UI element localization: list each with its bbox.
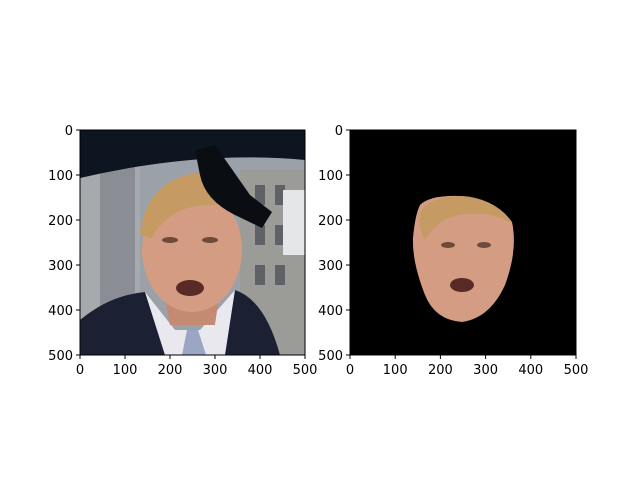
- left-xtick-label: 0: [76, 363, 84, 378]
- left-image: [80, 130, 305, 355]
- left-xtick-label: 100: [113, 363, 138, 378]
- left-ytick-label: 100: [48, 169, 73, 184]
- left-ytick-label: 500: [48, 349, 73, 364]
- right-ytick-label: 100: [318, 169, 343, 184]
- left-ytick-label: 0: [65, 124, 73, 139]
- right-xtick-label: 0: [346, 363, 354, 378]
- left-axes-frame: [79, 129, 306, 356]
- right-ytick-label: 500: [318, 349, 343, 364]
- left-ytick-label: 300: [48, 259, 73, 274]
- left-ytick-label: 200: [48, 214, 73, 229]
- left-xtick-label: 300: [203, 363, 228, 378]
- right-image: [350, 130, 576, 355]
- right-xtick-label: 300: [473, 363, 498, 378]
- left-xtick-label: 200: [158, 363, 183, 378]
- right-xtick-label: 400: [518, 363, 543, 378]
- right-axes-frame: [349, 129, 577, 356]
- left-xtick-label: 500: [293, 363, 318, 378]
- right-xtick-label: 500: [564, 363, 589, 378]
- right-xtick-label: 200: [428, 363, 453, 378]
- right-ytick-label: 300: [318, 259, 343, 274]
- left-xtick-label: 400: [248, 363, 273, 378]
- right-ytick-label: 0: [335, 124, 343, 139]
- right-xtick-label: 100: [383, 363, 408, 378]
- right-ytick-label: 200: [318, 214, 343, 229]
- right-ytick-label: 400: [318, 304, 343, 319]
- left-ytick-label: 400: [48, 304, 73, 319]
